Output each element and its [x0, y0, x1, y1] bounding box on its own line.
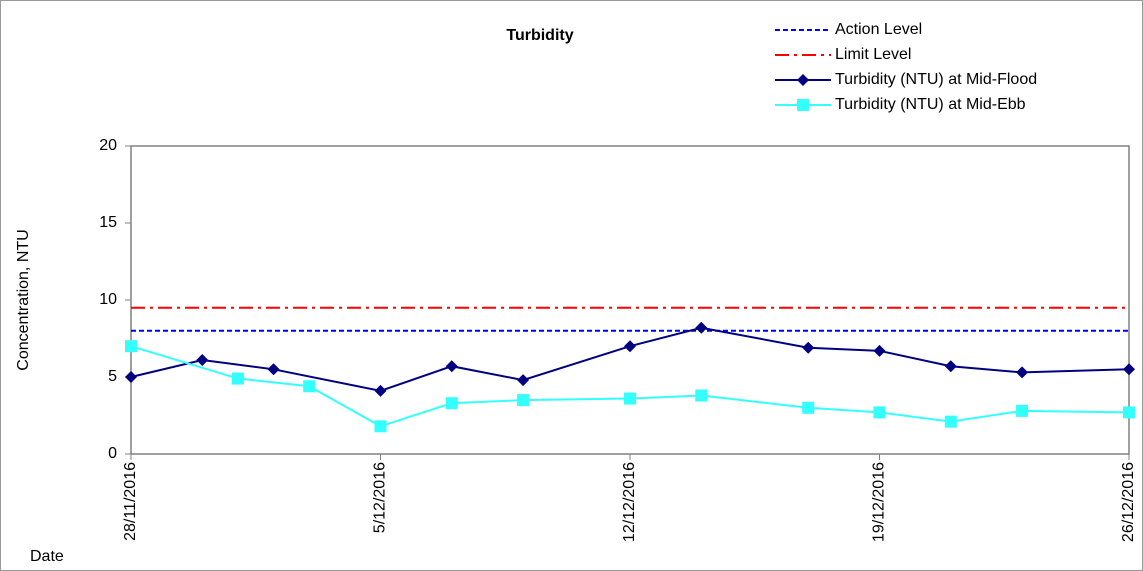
- x-tick-label: 12/12/2016: [621, 462, 638, 542]
- legend-marker: [797, 74, 809, 86]
- x-axis-label: Date: [30, 548, 64, 565]
- marker: [125, 340, 137, 353]
- marker: [1123, 363, 1135, 376]
- y-tick-label: 15: [99, 214, 117, 231]
- marker: [445, 397, 458, 410]
- marker: [196, 354, 209, 367]
- legend-label: Action Level: [835, 21, 922, 38]
- marker: [624, 340, 636, 353]
- y-axis-label: Concentration, NTU: [15, 229, 32, 370]
- marker: [445, 360, 458, 373]
- marker: [944, 360, 957, 373]
- x-tick-label: 5/12/2016: [372, 462, 389, 533]
- x-tick-label: 28/11/2016: [122, 462, 139, 541]
- x-tick-label: 26/12/2016: [1120, 462, 1137, 542]
- marker: [1123, 406, 1135, 419]
- x-tick-label: 19/12/2016: [871, 462, 888, 542]
- legend-label: Turbidity (NTU) at Mid-Ebb: [835, 96, 1026, 113]
- chart-title: Turbidity: [506, 27, 573, 44]
- y-tick-label: 0: [108, 445, 117, 462]
- marker: [125, 371, 137, 383]
- marker: [1016, 404, 1029, 417]
- marker: [873, 406, 886, 419]
- legend-label: Limit Level: [835, 46, 911, 63]
- marker: [802, 401, 815, 414]
- marker: [944, 415, 957, 428]
- marker: [517, 394, 530, 407]
- y-tick-label: 20: [99, 137, 117, 154]
- marker: [802, 341, 815, 354]
- marker: [695, 389, 708, 402]
- marker: [303, 380, 316, 393]
- y-tick-label: 5: [108, 368, 117, 385]
- legend-marker: [797, 99, 809, 111]
- marker: [374, 420, 387, 433]
- marker: [374, 384, 387, 397]
- marker: [873, 344, 886, 357]
- marker: [624, 392, 636, 405]
- marker: [517, 374, 530, 387]
- marker: [695, 321, 708, 334]
- marker: [267, 363, 280, 376]
- marker: [1016, 366, 1029, 379]
- legend-label: Turbidity (NTU) at Mid-Flood: [835, 71, 1037, 88]
- y-tick-label: 10: [99, 291, 117, 308]
- marker: [231, 372, 244, 385]
